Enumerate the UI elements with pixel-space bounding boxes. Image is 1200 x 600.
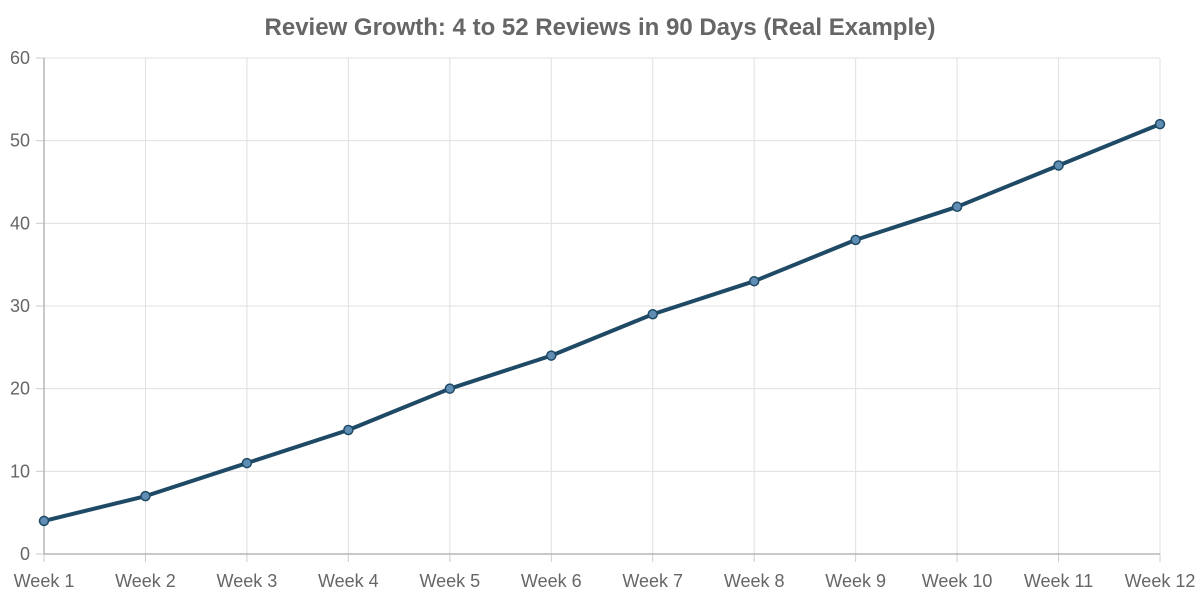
data-point[interactable] xyxy=(951,201,963,213)
x-tick-label: Week 5 xyxy=(419,571,480,591)
x-tick-label: Week 2 xyxy=(115,571,176,591)
point-layer xyxy=(38,118,1166,527)
y-tick-label: 0 xyxy=(20,544,30,564)
axis-layer xyxy=(36,57,1161,562)
y-tick-label: 50 xyxy=(10,131,30,151)
grid-layer xyxy=(44,57,1161,554)
y-tick-label: 20 xyxy=(10,379,30,399)
series-layer xyxy=(42,122,1162,523)
data-point[interactable] xyxy=(38,515,50,527)
data-point[interactable] xyxy=(140,490,151,502)
x-tick-label: Week 10 xyxy=(922,571,993,591)
x-tick-label: Week 12 xyxy=(1125,571,1196,591)
x-tick-label: Week 9 xyxy=(825,571,886,591)
x-tick-label: Week 3 xyxy=(217,571,278,591)
x-tick-label: Week 1 xyxy=(14,571,75,591)
data-point[interactable] xyxy=(343,424,354,436)
y-tick-label: 10 xyxy=(10,461,30,481)
x-tick-label: Week 4 xyxy=(318,571,379,591)
y-tick-label: 30 xyxy=(10,296,30,316)
data-point[interactable] xyxy=(444,383,456,394)
x-tick-label: Week 11 xyxy=(1024,571,1093,591)
tick-label-layer: 0 10 20 30 40 50 60 Week 1 Week 2 Week 3 Week 4 Wee… xyxy=(10,48,1195,591)
data-point[interactable] xyxy=(546,350,557,361)
data-point[interactable] xyxy=(647,309,658,320)
data-point[interactable] xyxy=(748,275,760,287)
chart-title: Review Growth: 4 to 52 Reviews in 90 Day… xyxy=(264,14,936,41)
x-tick-label: Week 6 xyxy=(521,571,582,591)
data-point[interactable] xyxy=(1154,118,1166,130)
y-tick-label: 60 xyxy=(10,48,30,68)
data-point[interactable] xyxy=(241,457,253,469)
series-line xyxy=(42,122,1162,523)
x-tick-label: Week 7 xyxy=(622,571,683,591)
data-point[interactable] xyxy=(850,234,861,246)
data-point[interactable] xyxy=(1053,160,1064,171)
x-tick-label: Week 8 xyxy=(724,571,785,591)
y-tick-label: 40 xyxy=(10,213,30,233)
